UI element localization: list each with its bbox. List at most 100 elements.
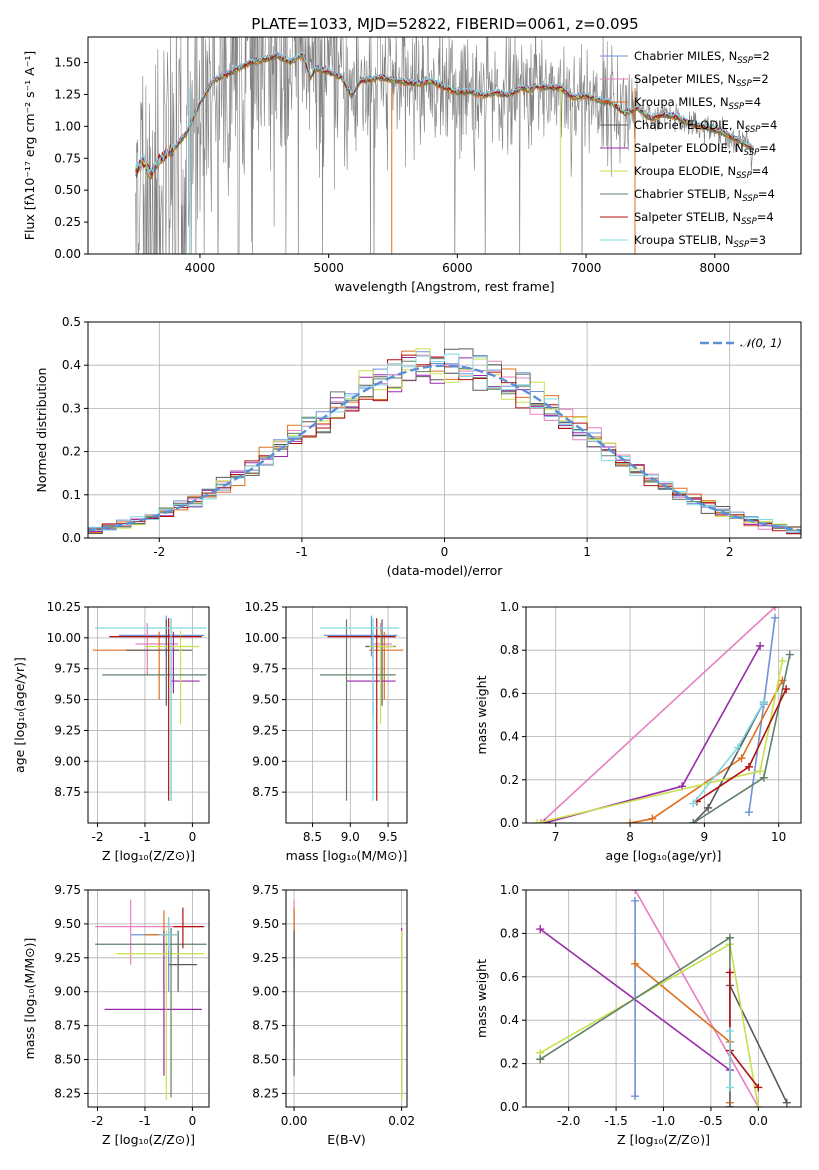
weight-marker xyxy=(778,657,787,665)
weight-line-5 xyxy=(536,660,784,823)
axes-frame xyxy=(525,606,802,824)
y-tick-label: 0.5 xyxy=(62,315,81,329)
plot-area xyxy=(533,607,794,823)
mass-vs-extinction: 0.00 0.02 8.25 8.50 8.75 9.00 9.25 9.50 9.75 E(B-… xyxy=(252,883,415,1147)
y-tick-label: 9.00 xyxy=(54,985,81,999)
y-tick-label: 0.25 xyxy=(54,215,81,229)
histogram-8 xyxy=(88,353,801,533)
weight-line-2 xyxy=(629,680,784,823)
legend-label: Salpeter ELODIE, NSSP=4 xyxy=(634,141,776,158)
y-tick-label: 8.50 xyxy=(252,1053,279,1067)
legend-label: 𝒩(0, 1) xyxy=(740,336,782,350)
weight-marker xyxy=(744,762,753,771)
x-axis-label: (data-model)/error xyxy=(387,563,504,578)
weight-marker xyxy=(782,685,791,694)
y-tick-label: 9.75 xyxy=(54,883,81,897)
weight-marker xyxy=(540,819,549,823)
x-tick-label: -1.5 xyxy=(604,1114,627,1128)
x-tick-label: 5000 xyxy=(313,261,344,275)
y-tick-label: 1.50 xyxy=(54,56,81,70)
y-tick-label: 0.50 xyxy=(54,183,81,197)
normal-curve xyxy=(88,364,801,532)
x-axis-label: Z [log₁₀(Z/Z⊙)] xyxy=(102,848,195,863)
y-tick-label: 0.6 xyxy=(500,970,519,984)
x-tick-label: 9 xyxy=(701,830,709,844)
spectrum-chart: 4000 5000 6000 7000 8000 0.00 0.25 0.50 0.75 1.00… xyxy=(22,36,802,294)
weight-marker xyxy=(785,650,794,659)
age-vs-mass: 8.5 9.0 9.5 8.75 9.00 9.25 9.50 9.75 10.00 10.25 m… xyxy=(245,600,408,863)
x-tick-label: -1.0 xyxy=(652,1114,675,1128)
weight-line-5 xyxy=(539,943,760,1107)
model-spectrum-7 xyxy=(135,51,754,177)
weight-marker xyxy=(737,754,746,763)
weight-marker xyxy=(689,799,698,808)
x-tick-label: 1 xyxy=(583,545,591,559)
x-axis-label: Z [log₁₀(Z/Z⊙)] xyxy=(102,1132,195,1147)
weight-line-8 xyxy=(692,701,765,805)
weight-line-1 xyxy=(540,607,776,823)
plot-area xyxy=(95,899,207,1101)
x-tick-label: -2 xyxy=(92,830,104,844)
figure-title: PLATE=1033, MJD=52822, FIBERID=0061, z=0… xyxy=(251,15,638,33)
weight-marker xyxy=(725,968,734,977)
legend-label: Chabrier STELIB, NSSP=4 xyxy=(634,187,775,204)
plot-area xyxy=(320,615,404,801)
y-tick-label: 9.00 xyxy=(54,754,81,768)
legend-label: Kroupa MILES, NSSP=4 xyxy=(634,95,761,112)
axes-frame xyxy=(87,889,210,1108)
weight-marker xyxy=(648,814,657,823)
y-tick-label: 10.25 xyxy=(47,600,81,614)
weight-marker xyxy=(759,773,768,782)
legend-label: Chabrier ELODIE, NSSP=4 xyxy=(634,118,777,135)
y-tick-label: 0.0 xyxy=(500,816,519,830)
legend-label: Salpeter MILES, NSSP=2 xyxy=(634,72,769,89)
weight-marker xyxy=(733,743,742,752)
y-tick-label: 9.50 xyxy=(54,693,81,707)
y-tick-label: 8.75 xyxy=(252,785,279,799)
y-tick-label: 8.75 xyxy=(252,1019,279,1033)
weight-marker xyxy=(754,1083,763,1092)
y-axis-label: Normed distribution xyxy=(34,368,49,493)
weight-marker xyxy=(626,819,635,823)
model-spectrum-8 xyxy=(135,51,754,175)
y-tick-label: 1.25 xyxy=(54,87,81,101)
x-tick-label: 0.02 xyxy=(388,1114,415,1128)
plot-area xyxy=(88,348,801,535)
y-tick-label: 1.00 xyxy=(54,119,81,133)
weight-marker xyxy=(725,1027,734,1036)
plot-area xyxy=(536,890,791,1107)
weight-marker xyxy=(754,1103,763,1107)
x-tick-label: 8000 xyxy=(699,261,730,275)
axes-frame xyxy=(87,606,210,824)
y-tick-label: 9.75 xyxy=(252,883,279,897)
weight-marker xyxy=(689,819,698,823)
plot-area xyxy=(135,37,754,254)
y-tick-label: 0.2 xyxy=(500,1057,519,1071)
y-axis-label: mass weight xyxy=(474,675,489,754)
axes-frame xyxy=(285,606,408,824)
y-tick-label: 9.00 xyxy=(252,985,279,999)
y-tick-label: 9.50 xyxy=(54,917,81,931)
x-tick-label: 9.0 xyxy=(341,830,360,844)
y-tick-label: 0.4 xyxy=(62,358,81,372)
y-tick-label: 8.75 xyxy=(54,1019,81,1033)
y-tick-label: 9.75 xyxy=(252,662,279,676)
weight-line-3 xyxy=(729,985,788,1104)
y-tick-label: 8.50 xyxy=(54,1053,81,1067)
x-tick-label: 0.00 xyxy=(281,1114,308,1128)
y-tick-label: 9.25 xyxy=(54,723,81,737)
axes-frame xyxy=(285,889,408,1108)
x-tick-label: -2 xyxy=(92,1114,104,1128)
y-tick-label: 0.4 xyxy=(500,730,519,744)
x-tick-label: 0 xyxy=(189,1114,197,1128)
y-tick-label: 0.00 xyxy=(54,247,81,261)
y-tick-label: 9.00 xyxy=(252,754,279,768)
plot-area xyxy=(293,899,403,1101)
x-axis-label: mass [log₁₀(M/M⊙)] xyxy=(286,848,408,863)
weight-marker xyxy=(631,1092,640,1101)
weight-marker xyxy=(756,767,765,776)
weight-line-1 xyxy=(634,890,759,1107)
y-tick-label: 1.0 xyxy=(500,600,519,614)
weight-marker xyxy=(759,698,768,707)
